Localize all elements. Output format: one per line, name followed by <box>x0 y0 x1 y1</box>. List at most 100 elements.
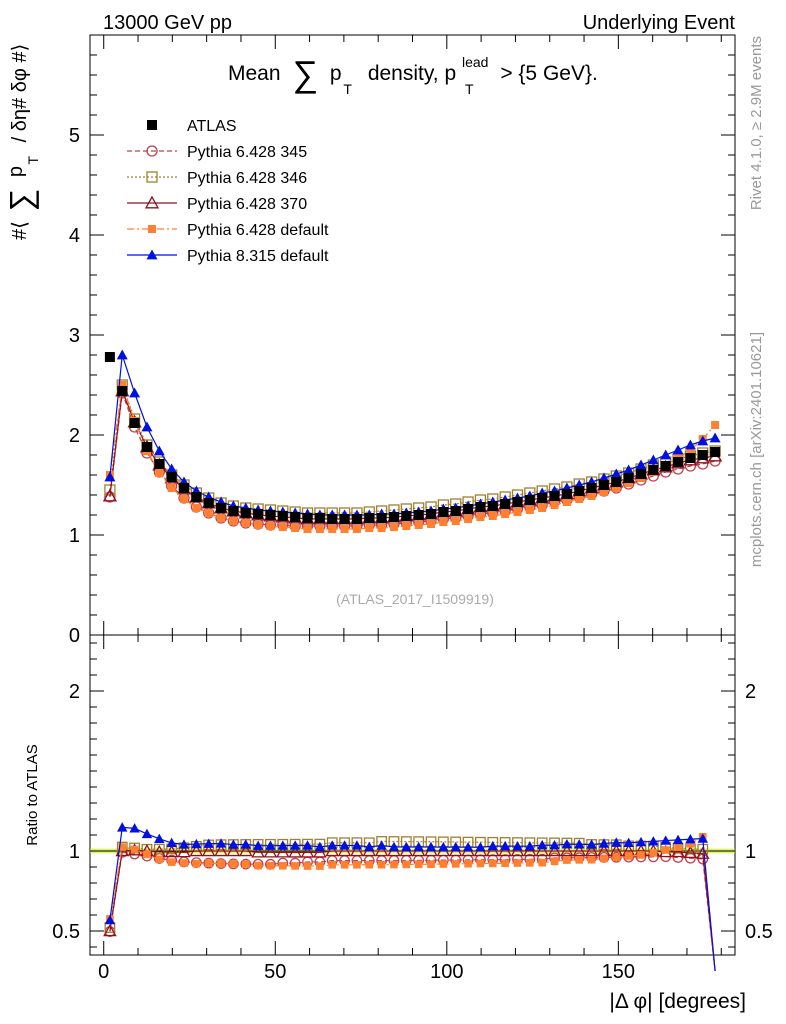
point-p8 <box>635 459 647 470</box>
point-atlas <box>203 498 214 508</box>
ratio-point-p370 <box>276 845 290 858</box>
legend-marker-atlas <box>147 120 157 130</box>
point-atlas <box>487 501 498 511</box>
ratio-series-group <box>103 822 716 972</box>
point-pdef <box>204 509 213 517</box>
point-pdef <box>587 492 596 500</box>
ratio-point-p8 <box>635 836 647 847</box>
ratio-point-p8 <box>598 838 610 848</box>
legend-label-p345: Pythia 6.428 345 <box>187 144 307 161</box>
ratio-point-pdef <box>192 859 201 868</box>
ratio-point-p8 <box>364 841 375 852</box>
mcplots-label: mcplots.cern.ch [arXiv:2401.10621] <box>748 332 765 567</box>
point-pdef <box>291 524 300 532</box>
title-sub: T <box>343 81 352 97</box>
x-tick-label: 100 <box>430 961 463 983</box>
ratio-point-p8 <box>302 840 313 850</box>
point-atlas <box>240 508 251 518</box>
point-pdef <box>303 525 312 533</box>
point-pdef <box>686 446 695 454</box>
ratio-y-tick-label-right: 2 <box>745 681 756 703</box>
ratio-point-pdef <box>550 857 559 866</box>
point-pdef <box>365 524 374 532</box>
point-atlas <box>117 386 128 396</box>
ratio-point-p8 <box>376 840 387 850</box>
point-atlas <box>327 514 338 524</box>
point-pdef <box>525 506 534 514</box>
x-ticks: 0 50 100 150 <box>98 35 722 983</box>
point-pdef <box>155 469 164 477</box>
ratio-point-pdef <box>488 859 497 868</box>
point-pdef <box>439 518 448 526</box>
ratio-point-pdef <box>649 849 658 857</box>
ratio-point-p8 <box>129 823 140 833</box>
title-p: p <box>330 62 342 85</box>
ratio-point-p370 <box>226 843 241 857</box>
title-sup: lead <box>462 54 488 70</box>
title-mid: density, p <box>368 62 456 85</box>
point-pdef <box>328 525 337 533</box>
ratio-point-pdef <box>266 861 275 870</box>
ratio-point-pdef <box>661 846 670 854</box>
ratio-point-p370 <box>337 843 352 857</box>
point-p8 <box>166 463 178 474</box>
ratio-point-p8 <box>104 914 116 925</box>
title-pre: Mean <box>228 62 281 85</box>
header-right: Underlying Event <box>583 12 736 34</box>
ratio-point-p370 <box>214 843 228 857</box>
ratio-point-p8 <box>685 834 696 844</box>
ratio-point-pdef <box>316 862 324 870</box>
ratio-point-pdef <box>229 860 238 868</box>
ratio-point-p8 <box>438 841 449 852</box>
point-atlas <box>549 491 560 501</box>
point-pdef <box>377 524 386 532</box>
point-atlas <box>290 512 301 522</box>
point-atlas <box>141 442 152 452</box>
ratio-point-p8 <box>499 840 511 851</box>
legend-marker-p346 <box>146 171 158 183</box>
point-pdef <box>217 514 226 522</box>
point-atlas <box>635 469 646 479</box>
point-atlas <box>438 507 449 517</box>
ratio-point-p8 <box>413 841 424 852</box>
ratio-point-p8 <box>512 840 523 851</box>
ratio-point-pdef <box>180 859 188 867</box>
legend-marker-p8 <box>146 249 158 260</box>
ratio-point-p8 <box>536 839 548 850</box>
point-p8 <box>129 387 141 398</box>
ratio-point-pdef <box>217 859 225 868</box>
ratio-point-pdef <box>167 858 176 866</box>
point-pdef <box>167 484 176 492</box>
point-pdef <box>192 504 201 512</box>
ratio-point-pdef <box>427 860 435 869</box>
ylabel-sub: T <box>25 155 41 164</box>
series-line-p8 <box>109 354 716 516</box>
legend-marker-p370 <box>144 195 160 209</box>
ratio-point-p8 <box>549 840 560 850</box>
ratio-point-p8 <box>339 840 350 850</box>
ratio-point-p8 <box>203 838 214 848</box>
ratio-point-p370 <box>288 845 302 858</box>
ratio-point-p370 <box>498 843 512 857</box>
point-pdef <box>575 495 584 503</box>
legend-label-p346: Pythia 6.428 346 <box>187 170 307 187</box>
point-p8 <box>684 439 696 450</box>
main-y-tick-label: 1 <box>69 525 80 547</box>
ratio-point-pdef <box>612 853 621 862</box>
ratio-point-p370 <box>201 843 216 857</box>
chart-title: Mean ∑ p T density, p lead > {5 GeV}. <box>228 49 598 99</box>
point-pdef <box>464 515 473 523</box>
point-p8 <box>141 421 153 432</box>
point-pdef <box>352 525 361 533</box>
ratio-point-p8 <box>462 841 474 852</box>
point-p8 <box>598 472 610 483</box>
point-atlas <box>376 513 387 523</box>
ratio-point-p370 <box>572 843 587 857</box>
title-sub-t2: T <box>465 81 474 97</box>
ratio-point-p370 <box>251 845 265 858</box>
ratio-point-pdef <box>476 859 485 868</box>
point-pdef <box>315 525 324 533</box>
ratio-point-p8 <box>475 842 486 852</box>
point-pdef <box>278 523 287 531</box>
ylabel-sum: ∑ <box>3 189 39 212</box>
